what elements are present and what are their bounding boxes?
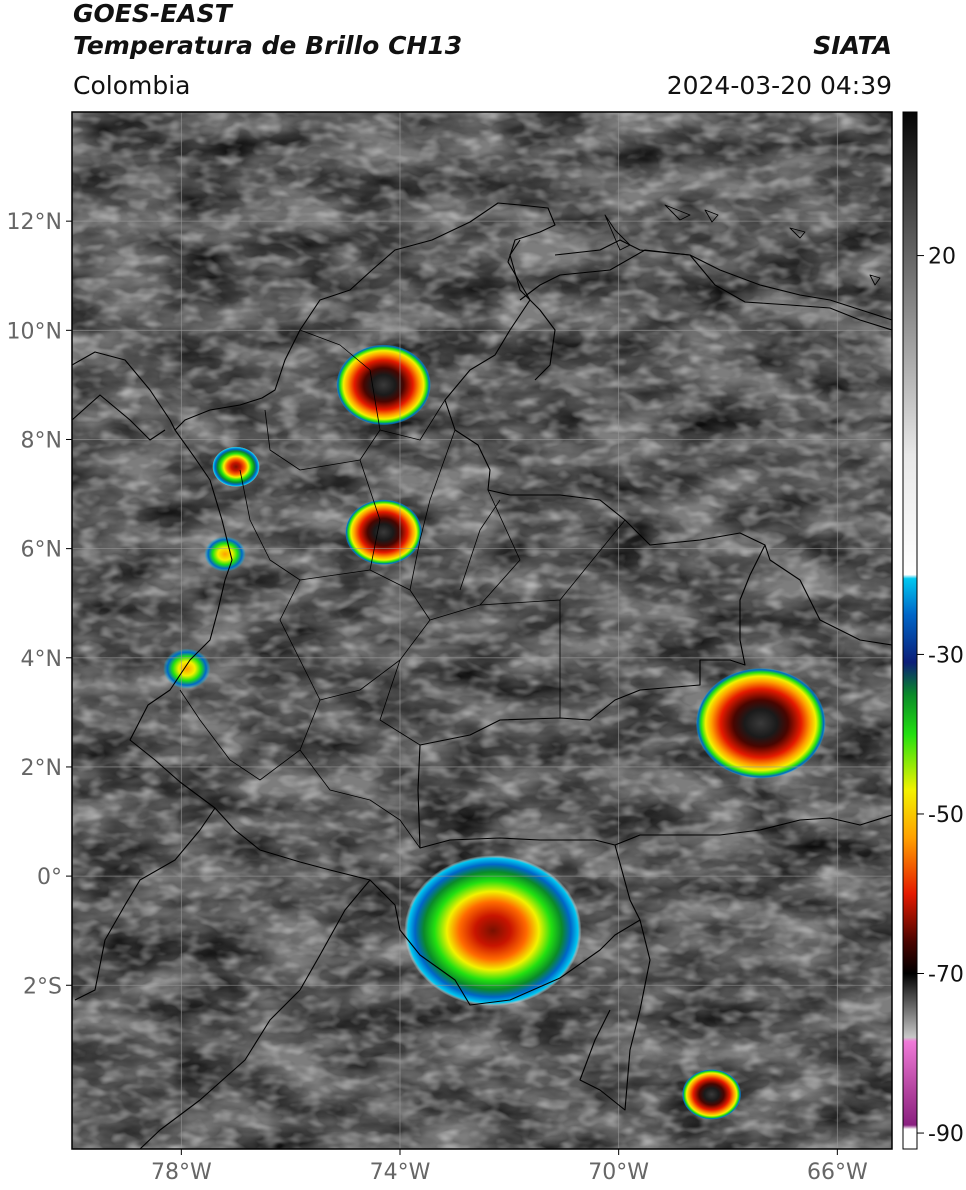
storm-cell — [682, 1069, 742, 1120]
caribbean-islands — [604, 204, 881, 286]
storm-cell — [336, 344, 431, 426]
lat-tick-label: 12°N — [7, 210, 62, 235]
panama-coast-south — [72, 394, 166, 441]
colombia-border — [129, 202, 766, 1006]
internal-dept-4 — [429, 489, 626, 718]
timestamp-label: 2024-03-20 04:39 — [666, 71, 892, 100]
storm-cell — [695, 667, 826, 779]
peru-brazil-border — [579, 919, 651, 1111]
colorbar-tick-label: -50 — [928, 803, 964, 828]
storm-cell — [163, 648, 211, 689]
internal-dept-6 — [409, 429, 501, 591]
internal-dept-1 — [264, 329, 381, 471]
storm-cell — [204, 536, 246, 572]
colorbar-tick-label: 20 — [928, 245, 956, 270]
venezuela-brazil-border — [764, 544, 892, 646]
storm-cell — [345, 499, 422, 565]
graticule — [72, 112, 892, 1149]
internal-dept-3 — [279, 569, 431, 701]
colorbar-tick-label: -70 — [928, 963, 964, 988]
lon-tick-label: 70°W — [588, 1160, 649, 1185]
latitude-axis: 12°N 10°N 8°N 6°N 4°N 2°N 0° 2°S — [7, 210, 72, 999]
lon-tick-label: 74°W — [370, 1160, 431, 1185]
guajira-coast — [509, 239, 556, 381]
ecuador-border — [74, 807, 216, 1001]
lat-tick-label: 8°N — [21, 428, 62, 453]
brazil-border — [614, 814, 892, 846]
colorbar-tick-label: -30 — [928, 643, 964, 668]
colorbar: 20 -30 -50 -70 -90 — [902, 111, 964, 1150]
map-frame — [71, 111, 893, 1150]
internal-dept-5 — [179, 659, 421, 849]
map-area — [72, 112, 892, 1149]
storm-cell — [404, 855, 582, 1007]
lon-tick-label: 66°W — [807, 1160, 868, 1185]
venezuela-coast — [554, 239, 892, 321]
convective-cells — [163, 344, 826, 1120]
storm-cell — [212, 446, 260, 487]
agency-label: SIATA — [813, 31, 892, 60]
lat-tick-label: 2°S — [23, 974, 62, 999]
lat-tick-label: 10°N — [7, 319, 62, 344]
colorbar-frame — [902, 111, 918, 1150]
panama-coast — [72, 351, 176, 431]
colorbar-tick-label: -90 — [928, 1122, 964, 1147]
peru-border — [139, 879, 371, 1149]
region-label: Colombia — [73, 71, 191, 100]
colorbar-ticks: 20 -30 -50 -70 -90 — [917, 245, 964, 1147]
venezuela-border — [519, 249, 892, 331]
longitude-axis: 78°W 74°W 70°W 66°W — [151, 1149, 868, 1185]
product-subtitle: Temperatura de Brillo CH13 — [73, 31, 463, 60]
lon-tick-label: 78°W — [151, 1160, 212, 1185]
lat-tick-label: 2°N — [21, 756, 62, 781]
lat-tick-label: 6°N — [21, 538, 62, 563]
colorbar-gradient — [903, 112, 917, 1149]
lat-tick-label: 4°N — [21, 647, 62, 672]
lat-tick-label: 0° — [37, 865, 62, 890]
political-borders — [72, 202, 892, 1149]
product-title: GOES-EAST — [73, 0, 232, 28]
